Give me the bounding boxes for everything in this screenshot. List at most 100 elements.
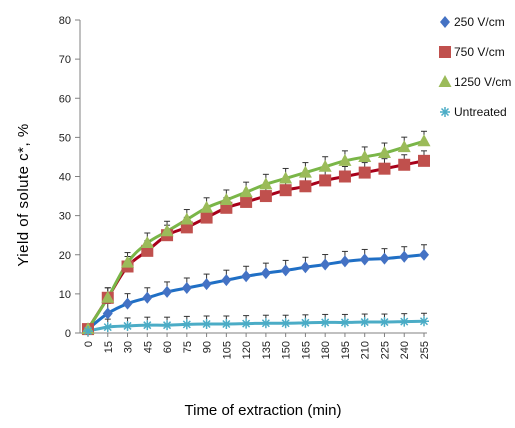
data-point <box>358 149 372 162</box>
y-tick-label: 20 <box>59 250 71 262</box>
data-point <box>200 200 214 213</box>
x-tick-label: 0 <box>83 341 95 347</box>
y-tick-label: 80 <box>59 15 71 27</box>
data-point <box>259 190 272 203</box>
data-point <box>260 318 271 329</box>
x-axis-ticks: 0 15 30 45 60 75 90 105 120 135 150 165 180 195 210 225… <box>83 333 431 359</box>
data-point <box>419 316 429 327</box>
data-point <box>338 153 352 166</box>
data-point <box>419 248 429 261</box>
data-point <box>358 166 371 179</box>
data-point <box>339 255 350 268</box>
legend-label: Untreated <box>454 105 507 119</box>
x-tick-label: 105 <box>221 341 233 359</box>
data-point <box>300 261 311 274</box>
data-point <box>162 320 173 331</box>
legend-marker <box>439 46 451 58</box>
data-point <box>298 165 312 178</box>
x-tick-label: 135 <box>261 341 273 359</box>
data-point <box>83 326 93 337</box>
data-markers <box>81 134 431 337</box>
data-point <box>398 158 411 171</box>
data-point <box>339 317 350 328</box>
data-point <box>140 236 154 249</box>
x-tick-label: 165 <box>300 341 312 359</box>
data-point <box>320 317 331 328</box>
x-tick-label: 45 <box>142 341 154 353</box>
data-point <box>241 318 252 329</box>
data-point <box>181 282 192 295</box>
data-point <box>280 318 291 329</box>
data-point <box>121 255 135 268</box>
data-point <box>142 291 153 304</box>
x-tick-label: 90 <box>202 341 214 353</box>
x-tick-label: 120 <box>241 341 253 359</box>
data-point <box>338 170 351 183</box>
data-point <box>378 162 391 175</box>
data-point <box>379 252 390 265</box>
data-point <box>279 171 293 184</box>
y-tick-label: 50 <box>59 132 71 144</box>
data-point <box>162 285 173 298</box>
data-point <box>280 264 291 277</box>
legend-marker <box>440 16 450 28</box>
series-fit-line <box>86 159 425 330</box>
data-point <box>239 185 253 198</box>
y-tick-label: 70 <box>59 54 71 66</box>
series-fit-line <box>87 253 425 331</box>
data-point <box>142 320 153 331</box>
data-point <box>259 177 273 190</box>
data-point <box>221 274 232 287</box>
data-point <box>102 307 113 320</box>
data-point <box>221 319 232 330</box>
data-point <box>377 146 391 159</box>
data-point <box>181 319 192 330</box>
series-fit-line <box>87 319 425 333</box>
y-tick-label: 60 <box>59 93 71 105</box>
y-tick-label: 10 <box>59 289 71 301</box>
data-point <box>397 140 411 153</box>
data-point <box>399 316 410 327</box>
data-point <box>240 195 253 208</box>
chart-axes <box>79 20 427 334</box>
legend-marker <box>438 75 452 87</box>
x-tick-label: 225 <box>379 341 391 359</box>
data-point <box>201 319 212 330</box>
data-point <box>359 253 370 266</box>
data-point <box>399 250 410 263</box>
data-point <box>379 317 390 328</box>
data-point <box>200 211 213 224</box>
x-tick-label: 195 <box>340 341 352 359</box>
x-tick-label: 75 <box>182 341 194 353</box>
y-tick-label: 40 <box>59 172 71 184</box>
data-point <box>320 258 331 271</box>
data-point <box>160 224 174 237</box>
x-axis-label: Time of extraction (min) <box>185 402 342 419</box>
data-point <box>122 297 133 310</box>
data-point <box>219 192 233 205</box>
data-point <box>359 317 370 328</box>
y-axis-ticks: 0 10 20 30 40 50 60 70 80 <box>59 15 80 340</box>
y-axis-label: Yield of solute c*, % <box>15 123 32 266</box>
data-point <box>417 134 431 147</box>
data-point <box>101 290 115 303</box>
data-point <box>260 267 271 280</box>
data-point <box>102 322 113 333</box>
data-point <box>300 317 311 328</box>
x-tick-label: 240 <box>399 341 411 359</box>
x-tick-label: 210 <box>360 341 372 359</box>
legend-label: 750 V/cm <box>454 45 505 59</box>
data-point <box>299 180 312 193</box>
x-tick-label: 30 <box>123 341 135 353</box>
legend-label: 1250 V/cm <box>454 75 511 89</box>
data-point <box>418 154 430 167</box>
data-point <box>279 184 292 197</box>
data-point <box>318 159 332 172</box>
x-tick-label: 60 <box>162 341 174 353</box>
fit-curves <box>86 139 425 333</box>
x-tick-label: 150 <box>281 341 293 359</box>
data-point <box>180 212 194 225</box>
data-point <box>241 270 252 283</box>
error-bars <box>104 130 427 323</box>
